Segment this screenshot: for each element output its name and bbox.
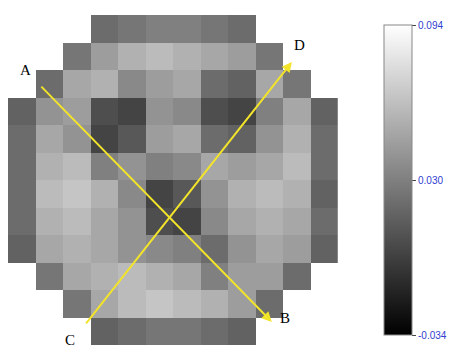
svg-text:0.094: 0.094 (418, 20, 443, 31)
svg-text:B: B (280, 310, 290, 326)
svg-text:D: D (294, 37, 305, 53)
svg-text:-0.034: -0.034 (418, 330, 447, 341)
svg-text:A: A (20, 62, 31, 78)
svg-text:C: C (65, 332, 75, 348)
svg-text:0.030: 0.030 (418, 175, 443, 186)
